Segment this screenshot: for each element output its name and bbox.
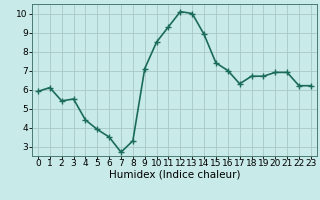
- X-axis label: Humidex (Indice chaleur): Humidex (Indice chaleur): [109, 169, 240, 179]
